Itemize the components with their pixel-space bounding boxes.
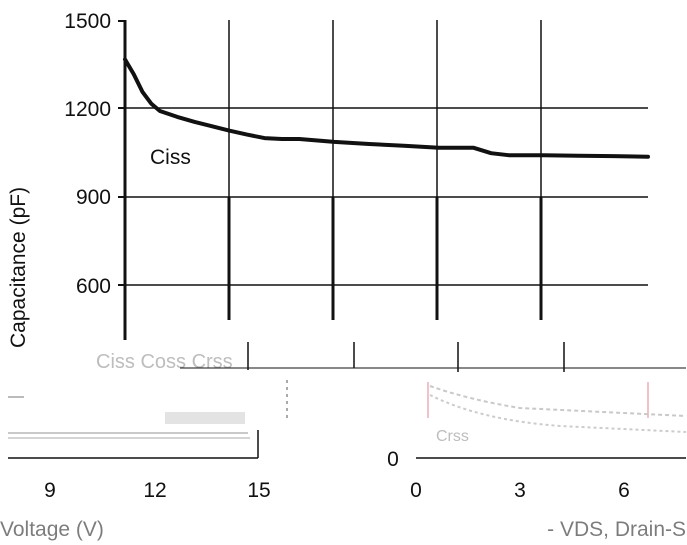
y-tick-labels: 1500 1200 900 600 xyxy=(64,10,111,298)
y-tick-label: 600 xyxy=(76,275,111,298)
y-tick-label: 900 xyxy=(76,186,111,209)
right-plot-y-tick-label: 0 xyxy=(387,448,399,471)
y-tick-label: 1200 xyxy=(64,98,111,121)
right-plot-gray-curve xyxy=(429,385,687,417)
ghost-legend-text: Ciss Coss Crss xyxy=(96,351,233,373)
right-plot-x-axis-label: - VDS, Drain-S xyxy=(547,518,686,541)
x-tick-label: 6 xyxy=(618,479,630,502)
x-tick-label: 12 xyxy=(143,479,166,502)
left-plot-x-tick-labels: 9 12 15 xyxy=(44,479,271,502)
ciss-curve-label: Ciss xyxy=(150,146,191,169)
x-tick-label: 15 xyxy=(247,479,270,502)
crss-ghost-label: Crss xyxy=(436,428,469,445)
left-plot-x-axis-label: Voltage (V) xyxy=(0,518,104,541)
left-plot-gray-block xyxy=(165,412,245,424)
x-tick-label: 9 xyxy=(44,479,56,502)
y-axis-label: Capacitance (pF) xyxy=(7,187,30,348)
right-plot-x-tick-labels: 0 3 6 xyxy=(410,479,630,502)
series-line-ciss xyxy=(123,57,650,159)
x-tick-label: 3 xyxy=(514,479,526,502)
right-plot-gray-curve xyxy=(429,394,687,433)
y-tick-label: 1500 xyxy=(64,10,111,33)
x-tick-label: 0 xyxy=(410,479,422,502)
corrupted-region: Ciss Coss Crss Crss xyxy=(8,342,687,459)
main-grid xyxy=(125,20,648,320)
